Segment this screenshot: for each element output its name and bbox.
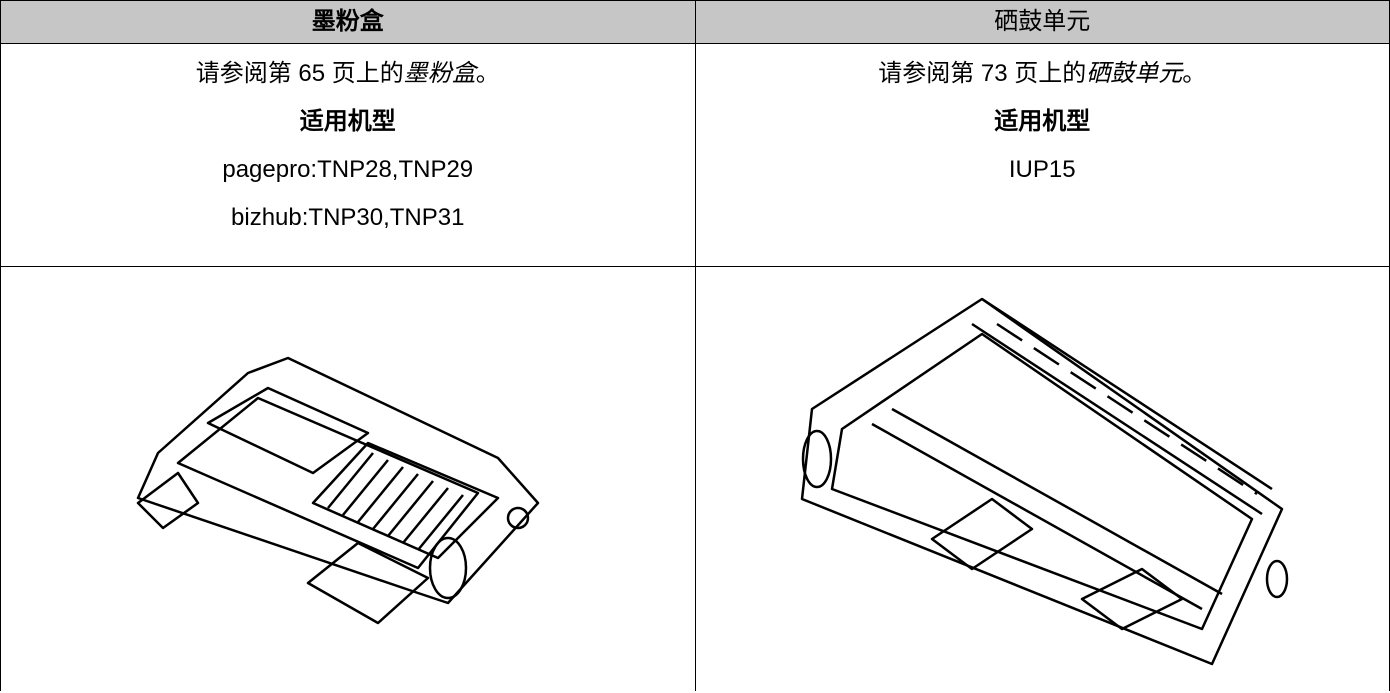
reference-line: 请参阅第 65 页上的墨粉盒。 xyxy=(1,50,695,98)
reference-text: 请参阅第 65 页上的 xyxy=(195,60,404,87)
info-cell: 请参阅第 73 页上的硒鼓单元。适用机型 IUP15 xyxy=(694,43,1390,267)
model-name: pagepro:TNP28,TNP29 xyxy=(222,156,474,183)
reference-link: 硒鼓单元 xyxy=(1086,60,1183,87)
header-row: 墨粉盒 硒鼓单元 xyxy=(0,0,1390,44)
picture-cell xyxy=(694,266,1390,691)
reference-text: 。 xyxy=(1182,60,1207,87)
toner-illustration xyxy=(136,356,539,625)
models-title: 适用机型 xyxy=(299,108,396,135)
header-cell: 墨粉盒 xyxy=(0,0,696,44)
reference-text: 。 xyxy=(475,60,500,87)
info-row: 请参阅第 65 页上的墨粉盒。 适用机型 pagepro:TNP28,TNP29 bi… xyxy=(0,43,1390,267)
picture-row xyxy=(0,266,1390,691)
models-title: 适用机型 xyxy=(994,108,1091,135)
reference-link: 墨粉盒 xyxy=(403,60,476,87)
drum-illustration xyxy=(801,297,1289,666)
info-cell: 请参阅第 65 页上的墨粉盒。适用机型 pagepro:TNP28,TNP29 bi… xyxy=(0,43,696,267)
reference-text: 请参阅第 73 页上的 xyxy=(878,60,1087,87)
model-name: bizhub:TNP30,TNP31 xyxy=(231,204,465,231)
picture-cell xyxy=(0,266,696,691)
header-cell: 硒鼓单元 xyxy=(694,0,1390,44)
reference-line: 请参阅第 73 页上的硒鼓单元。 xyxy=(696,50,1390,98)
model-name: IUP15 xyxy=(1008,156,1076,183)
